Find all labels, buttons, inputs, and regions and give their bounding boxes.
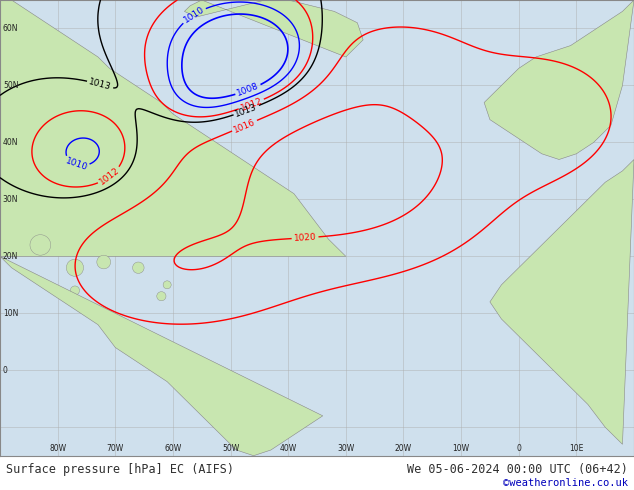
Circle shape (133, 262, 144, 273)
Text: 40W: 40W (280, 444, 297, 453)
Circle shape (67, 259, 84, 276)
Text: 30W: 30W (337, 444, 354, 453)
Text: 30N: 30N (3, 195, 18, 204)
Text: 0: 0 (516, 444, 521, 453)
Text: 10E: 10E (569, 444, 583, 453)
Text: 1016: 1016 (232, 117, 257, 134)
Text: 10W: 10W (453, 444, 470, 453)
Circle shape (163, 281, 171, 289)
Text: 70W: 70W (107, 444, 124, 453)
Text: 60N: 60N (3, 24, 18, 33)
Text: 1013: 1013 (88, 77, 112, 92)
Text: 10N: 10N (3, 309, 18, 318)
Circle shape (97, 255, 111, 269)
Text: 50N: 50N (3, 81, 18, 90)
Text: 1010: 1010 (64, 156, 89, 172)
Text: 20N: 20N (3, 252, 18, 261)
Text: 1012: 1012 (239, 96, 264, 113)
Text: ©weatheronline.co.uk: ©weatheronline.co.uk (503, 478, 628, 488)
Text: 1008: 1008 (236, 82, 261, 98)
Text: 0: 0 (3, 366, 8, 375)
Polygon shape (0, 256, 323, 456)
Circle shape (70, 286, 79, 295)
Text: 20W: 20W (395, 444, 412, 453)
Polygon shape (484, 0, 634, 160)
Polygon shape (184, 0, 363, 57)
Polygon shape (490, 160, 634, 444)
Text: 1013: 1013 (234, 102, 259, 119)
Text: 40N: 40N (3, 138, 18, 147)
Text: 1010: 1010 (182, 5, 206, 25)
Text: We 05-06-2024 00:00 UTC (06+42): We 05-06-2024 00:00 UTC (06+42) (407, 463, 628, 476)
Circle shape (30, 235, 51, 255)
Text: 1020: 1020 (294, 233, 317, 243)
Circle shape (157, 292, 166, 301)
Polygon shape (0, 0, 346, 256)
Text: Surface pressure [hPa] EC (AIFS): Surface pressure [hPa] EC (AIFS) (6, 463, 235, 476)
Text: 60W: 60W (164, 444, 181, 453)
Text: 80W: 80W (49, 444, 66, 453)
Circle shape (87, 303, 97, 312)
Text: 1012: 1012 (98, 166, 122, 187)
Text: 50W: 50W (222, 444, 239, 453)
